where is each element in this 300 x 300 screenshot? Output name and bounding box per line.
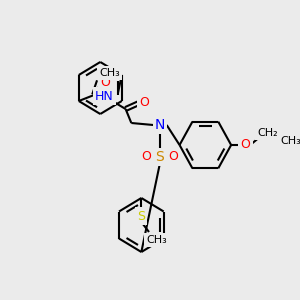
Text: O: O	[100, 76, 110, 89]
Text: O: O	[139, 97, 149, 110]
Text: O: O	[168, 151, 178, 164]
Text: HN: HN	[95, 89, 114, 103]
Text: CH₃: CH₃	[99, 68, 120, 78]
Text: CH₂: CH₂	[257, 128, 278, 138]
Text: N: N	[155, 118, 165, 132]
Text: S: S	[137, 209, 146, 223]
Text: O: O	[142, 151, 152, 164]
Text: O: O	[241, 139, 250, 152]
Text: CH₃: CH₃	[280, 136, 300, 146]
Text: CH₃: CH₃	[146, 235, 167, 245]
Text: S: S	[156, 150, 164, 164]
